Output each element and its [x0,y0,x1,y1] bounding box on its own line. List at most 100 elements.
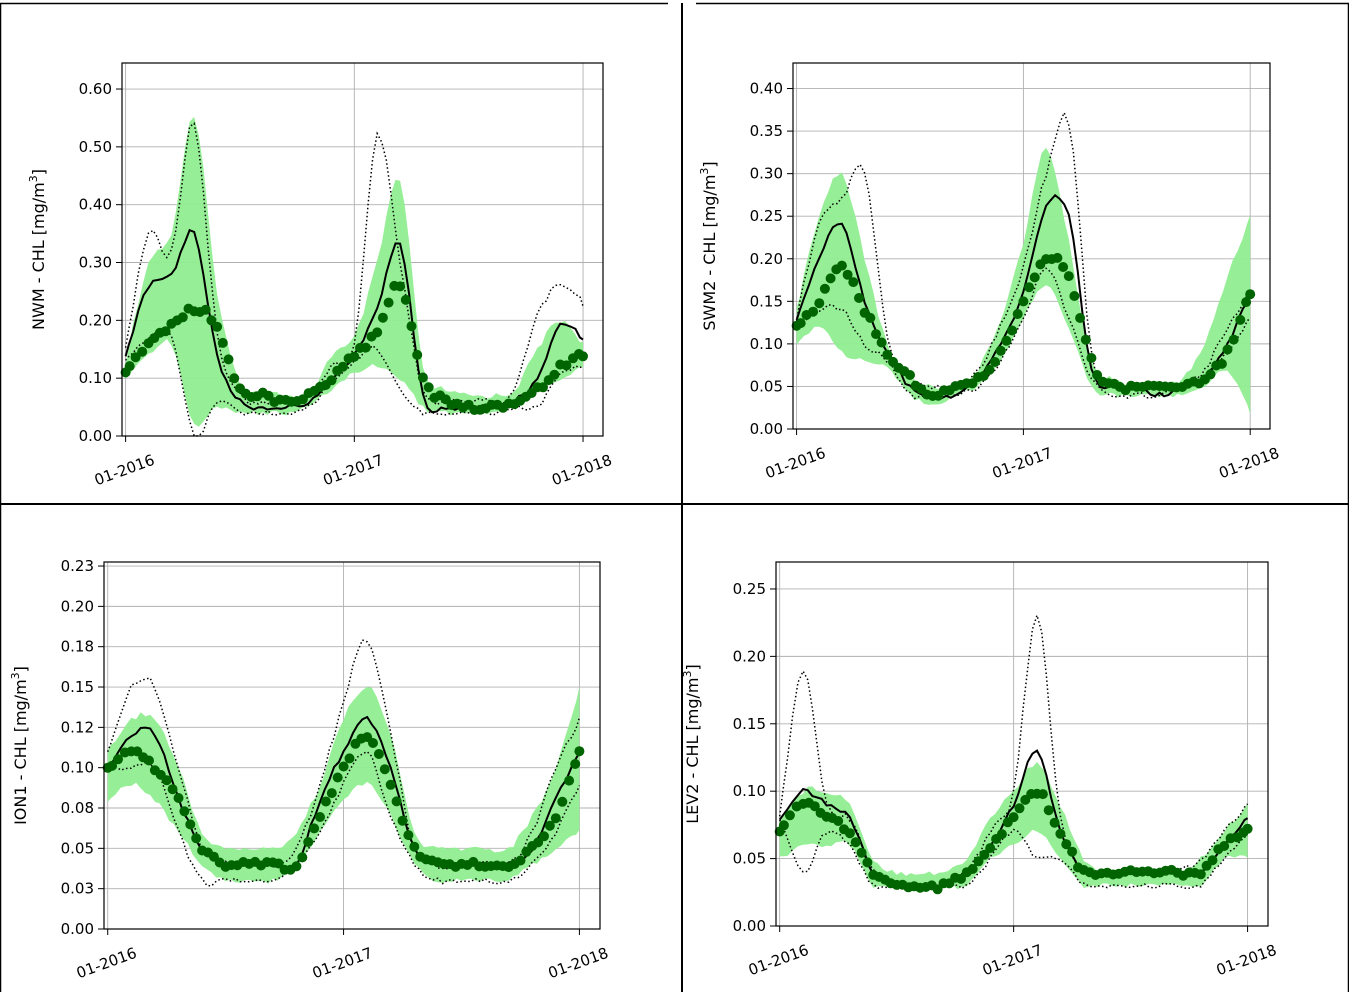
observation-dot [309,823,320,834]
observation-dot [400,294,411,305]
observation-dot [206,315,217,326]
observation-dot [372,327,383,338]
y-tick-label: 0.08 [61,799,94,817]
observation-dot [403,830,414,841]
x-tick-label: 01-2017 [990,444,1055,482]
y-tick-label: 0.15 [733,715,766,733]
observation-dot [173,793,184,803]
observation-dot [876,337,887,348]
dotted-upper-line-swm2 [795,110,1251,392]
observation-dot [344,753,355,764]
observation-dot [871,329,881,340]
y-tick-label: 0.10 [750,335,783,353]
observation-dot [377,312,388,323]
observation-dot [315,812,325,822]
observation-dot [1058,262,1069,272]
y-tick-label: 0.05 [61,839,94,857]
observation-dot [1092,370,1103,380]
observation-dot [1216,358,1227,369]
observation-dot [1049,817,1060,828]
observation-dot [1241,297,1252,308]
y-axis-title-nwm: NWM - CHL [mg/m3] [27,169,48,330]
observation-dot [574,746,585,757]
observation-dot [1205,369,1216,380]
y-tick-label: 0.60 [79,80,112,98]
observation-dot [814,298,825,309]
observation-dot [979,849,990,860]
observation-dot [167,784,178,795]
y-tick-label: 0.00 [79,427,112,445]
uncertainty-band-swm2 [796,147,1251,415]
observation-dot [1069,291,1080,301]
y-tick-label: 0.20 [733,647,766,665]
y-tick-label: 0.10 [61,759,94,777]
observation-dot [539,831,549,842]
chart-panel-lev2: 0.00 0.05 0.10 0.15 0.20 0.25 01-2016 01-2017 01… [682,504,1349,992]
observation-dot [406,321,417,332]
y-tick-label: 0.18 [61,638,94,656]
observation-dot [1055,828,1066,839]
observation-dot [1001,335,1012,346]
observation-dot [842,269,853,280]
observation-dot [882,349,893,360]
observation-dot [332,772,343,783]
observation-dot [1195,869,1206,880]
observation-dot [191,833,202,844]
observation-dot [161,775,172,786]
observation-dot [1207,855,1218,866]
y-tick-label: 0.15 [61,678,94,696]
observation-dot [217,337,228,348]
x-tick-label: 01-2017 [321,451,386,489]
observation-dot [561,360,572,371]
y-tick-label: 0.00 [61,920,94,938]
observation-dot [1080,334,1091,345]
observation-dot [326,788,337,799]
observation-dot [578,351,588,362]
y-tick-label: 0.10 [79,369,112,387]
y-tick-label: 0.25 [750,207,783,225]
x-tick-label: 01-2016 [763,444,828,482]
observation-dot [1029,272,1040,283]
observation-dot [113,754,123,765]
y-tick-label: 0.03 [61,880,94,898]
y-tick-label: 0.23 [61,557,94,575]
observation-dot [819,283,830,294]
x-tick-label: 01-2017 [310,944,375,982]
observation-dot [337,361,348,372]
observation-dot [825,273,836,284]
y-tick-label: 0.40 [79,196,112,214]
observation-dot [854,293,864,303]
observation-dot [550,813,561,824]
observation-dot [144,755,154,766]
grid-lines-lev2 [776,562,1268,927]
observation-dot [360,342,371,353]
observation-dot [564,775,575,786]
observation-dot [383,297,394,308]
observation-dot [273,858,284,869]
observation-dot [397,815,408,826]
x-tick-label: 01-2016 [746,941,811,979]
observation-dot [973,856,984,867]
observation-dot [1061,839,1072,850]
y-tick-label: 0.05 [733,850,766,868]
observation-dot [995,345,1006,356]
chart-svg-ion1: 0.00 0.03 0.05 0.08 0.10 0.12 0.15 0.18 0.20 0.23… [9,557,611,982]
observation-dot [185,819,196,830]
observation-dot [1018,296,1029,307]
observation-dot [1086,353,1097,363]
chart-svg-nwm: 0.00 0.10 0.20 0.30 0.40 0.50 0.60 01-2016 01-20… [27,62,614,489]
observation-dots-lev2 [774,788,1253,895]
observation-dot [291,861,302,872]
plot-frame-ion1 [103,561,601,930]
y-tick-label: 0.35 [750,122,783,140]
observation-dot [229,373,240,384]
y-tick-label: 0.40 [750,80,783,98]
observation-dot [1228,334,1239,345]
observation-dot [865,312,876,323]
y-tick-label: 0.20 [750,250,783,268]
observation-dot [967,864,978,874]
y-tick-label: 0.12 [61,718,94,736]
chart-svg-swm2: 0.00 0.05 0.10 0.15 0.20 0.25 0.30 0.35 0.40 01-2… [698,62,1282,482]
y-tick-label: 0.00 [733,917,766,935]
observation-dot [570,759,581,769]
